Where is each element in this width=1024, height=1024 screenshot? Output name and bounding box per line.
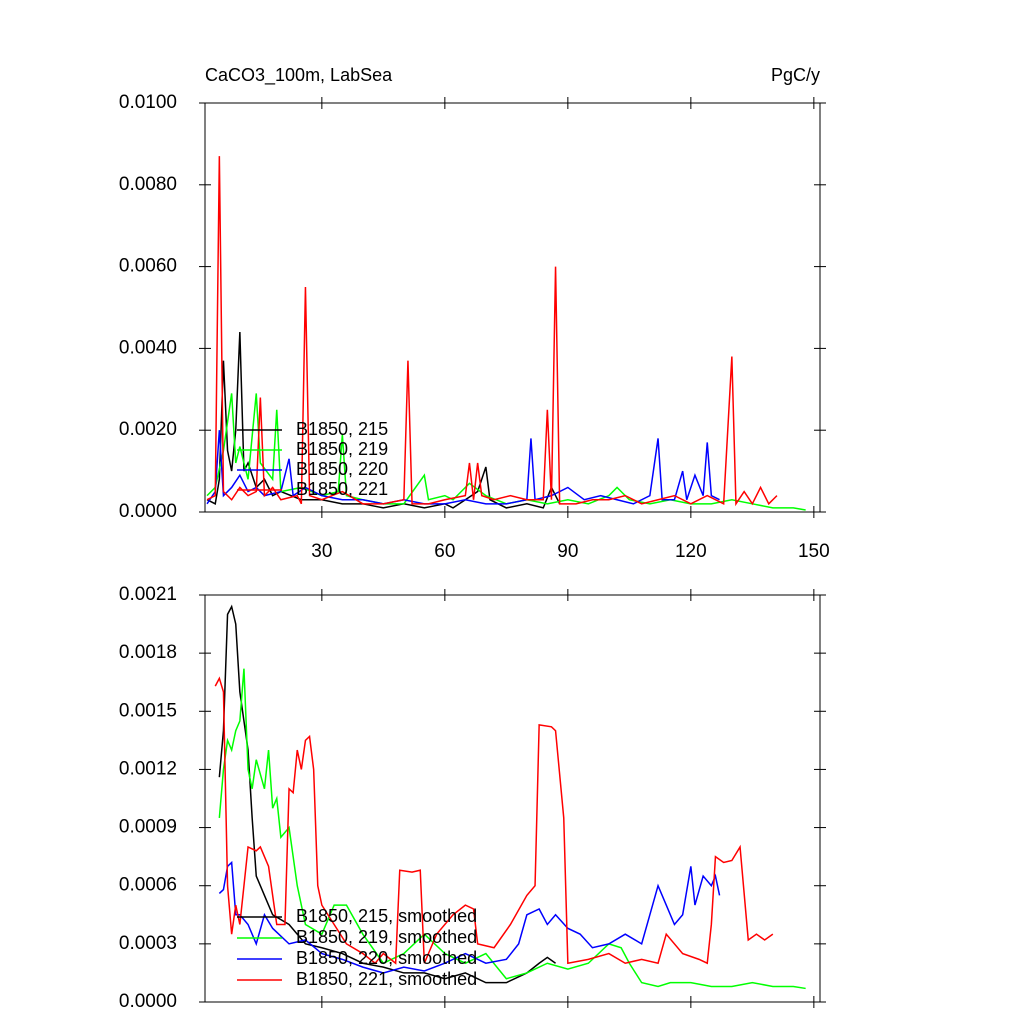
- legend-label: B1850, 221, smoothed: [296, 969, 477, 989]
- y-tick-label: 0.0009: [119, 817, 177, 838]
- y-tick-label: 0.0080: [119, 174, 177, 195]
- series-line: [206, 332, 561, 509]
- plot-frame: [204, 102, 821, 513]
- y-tick-label: 0.0018: [119, 642, 177, 663]
- y-tick-label: 0.0060: [119, 256, 177, 277]
- x-tick-label: 120: [675, 541, 707, 562]
- plot-frame: [204, 594, 821, 1003]
- y-tick-label: 0.0021: [119, 584, 177, 605]
- legend-label: B1850, 220, smoothed: [296, 948, 477, 968]
- chart-title: CaCO3_100m, LabSea: [205, 65, 393, 86]
- y-tick-label: 0.0015: [119, 700, 177, 721]
- y-tick-label: 0.0020: [119, 419, 177, 440]
- legend-label: B1850, 215: [296, 419, 388, 439]
- y-tick-label: 0.0000: [119, 991, 177, 1012]
- legend-label: B1850, 221: [296, 479, 388, 499]
- y-tick-label: 0.0000: [119, 501, 177, 522]
- legend-label: B1850, 215, smoothed: [296, 906, 477, 926]
- legend-label: B1850, 219, smoothed: [296, 927, 477, 947]
- series-line: [218, 668, 806, 990]
- x-tick-label: 90: [557, 541, 578, 562]
- legend-label: B1850, 219: [296, 439, 388, 459]
- series-line: [218, 860, 721, 974]
- legend-label: B1850, 220: [296, 459, 388, 479]
- y-tick-label: 0.0006: [119, 875, 177, 896]
- x-tick-label: 60: [434, 541, 455, 562]
- unit-label: PgC/y: [771, 65, 820, 85]
- x-tick-label: 150: [798, 541, 830, 562]
- y-tick-label: 0.0003: [119, 933, 177, 954]
- series-line: [206, 156, 778, 507]
- y-tick-label: 0.0012: [119, 758, 177, 779]
- series-line: [214, 676, 774, 965]
- x-tick-label: 30: [311, 541, 332, 562]
- y-tick-label: 0.0040: [119, 337, 177, 358]
- y-tick-label: 0.0100: [119, 92, 177, 113]
